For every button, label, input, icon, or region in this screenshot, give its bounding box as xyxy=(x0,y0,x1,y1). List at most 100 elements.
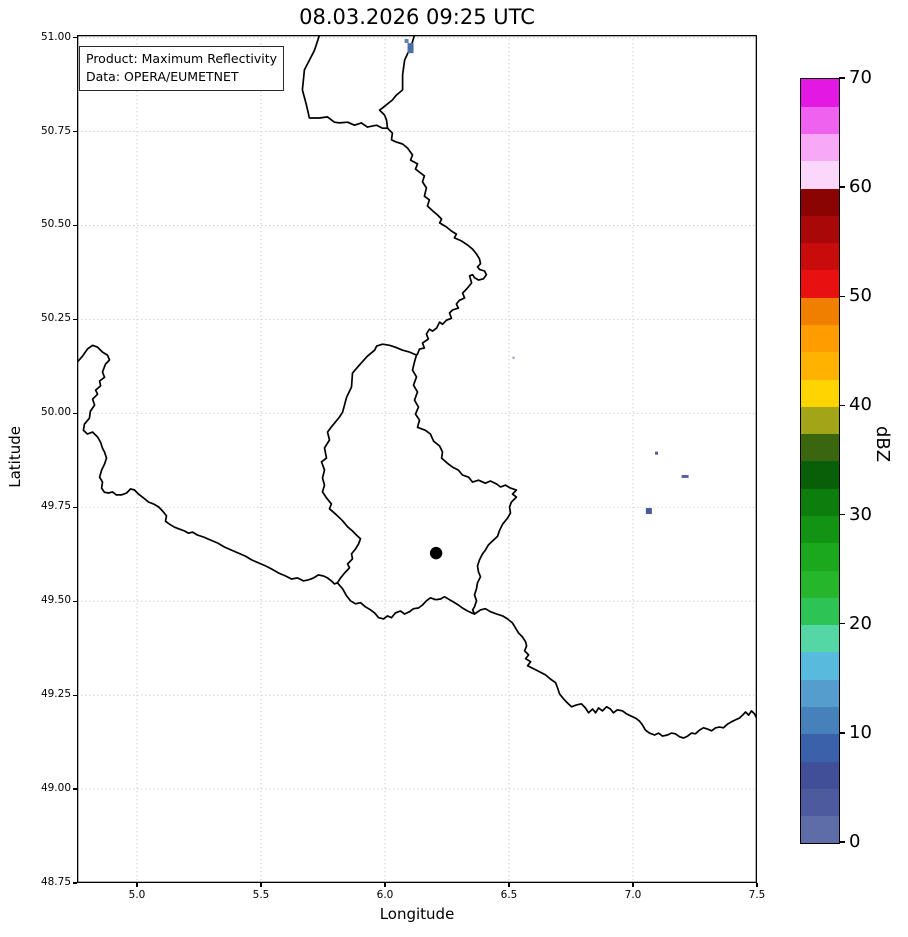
y-tick-mark xyxy=(73,412,77,414)
colorbar-tick-label: 70 xyxy=(849,67,872,88)
colorbar-band xyxy=(801,570,839,598)
country-border-belgium_germany xyxy=(386,127,488,356)
colorbar-band xyxy=(801,624,839,653)
colorbar-band xyxy=(801,542,839,571)
y-tick-label: 50.50 xyxy=(40,218,71,231)
colorbar-tick-mark xyxy=(839,77,845,79)
colorbar-band xyxy=(801,379,839,407)
y-tick-mark xyxy=(73,224,77,227)
radar-echo xyxy=(655,451,659,455)
x-tick-mark xyxy=(136,883,138,887)
y-tick-mark xyxy=(73,600,77,602)
radar-site-marker xyxy=(429,546,443,560)
colorbar-band xyxy=(801,788,839,817)
y-tick-mark xyxy=(73,506,77,508)
colorbar-tick-mark xyxy=(839,732,845,734)
colorbar-tick-label: 0 xyxy=(849,831,861,852)
country-border-netherlands_belgium xyxy=(301,34,389,130)
plot-spines xyxy=(76,34,758,884)
country-border-germany_luxembourg xyxy=(411,354,518,615)
country-border-france_germany xyxy=(473,607,758,739)
colorbar-tick-label: 50 xyxy=(849,285,872,307)
x-tick-label: 5.5 xyxy=(252,889,270,901)
colorbar-tick-mark xyxy=(839,841,845,843)
radar-echo xyxy=(407,43,414,54)
y-tick-label: 51.00 xyxy=(40,30,71,43)
y-tick-mark xyxy=(73,130,77,133)
colorbar-band xyxy=(801,79,839,107)
y-tick-label: 49.00 xyxy=(40,782,71,795)
colorbar-axis-label: dBZ xyxy=(872,426,893,463)
y-tick-mark xyxy=(73,788,77,790)
colorbar-band xyxy=(801,270,839,298)
y-tick-label: 50.75 xyxy=(40,124,71,137)
x-tick-label: 7.5 xyxy=(748,889,766,901)
data-source-line: Data: OPERA/EUMETNET xyxy=(86,69,239,85)
country-border-netherlands_germany xyxy=(378,34,416,130)
x-tick-label: 7.0 xyxy=(624,889,642,901)
colorbar-tick-mark xyxy=(839,186,845,188)
radar-echo xyxy=(404,39,409,44)
colorbar-band xyxy=(801,106,839,135)
y-axis-label: Latitude xyxy=(6,426,24,488)
country-border-belgium_luxembourg xyxy=(320,343,418,584)
x-tick-label: 5.0 xyxy=(128,889,146,901)
y-tick-mark xyxy=(73,882,77,884)
x-tick-mark xyxy=(384,883,386,887)
y-tick-mark xyxy=(73,694,77,696)
colorbar-band xyxy=(801,815,839,844)
colorbar-tick-label: 60 xyxy=(849,176,872,198)
plot-title: 08.03.2026 09:25 UTC xyxy=(299,5,535,29)
country-border-france_belgium xyxy=(75,344,339,585)
colorbar-band xyxy=(801,652,839,680)
y-tick-label: 50.00 xyxy=(40,406,71,419)
colorbar-tick-mark xyxy=(839,513,845,516)
x-tick-label: 6.0 xyxy=(376,889,394,901)
colorbar-band xyxy=(801,433,839,462)
y-tick-mark xyxy=(73,318,77,320)
radar-echo xyxy=(512,356,515,359)
y-tick-label: 49.50 xyxy=(40,594,71,607)
colorbar-tick-label: 10 xyxy=(849,721,872,743)
colorbar-band xyxy=(801,351,839,380)
colorbar-band xyxy=(801,215,839,244)
colorbar-band xyxy=(801,160,839,189)
colorbar-band xyxy=(801,324,839,353)
x-tick-mark xyxy=(756,883,758,887)
colorbar-tick-mark xyxy=(839,295,845,297)
x-axis-label: Longitude xyxy=(379,905,455,923)
product-info-box: Product: Maximum Reflectivity Data: OPER… xyxy=(79,46,285,92)
colorbar-band xyxy=(801,488,839,517)
radar-echo xyxy=(645,508,652,515)
colorbar-band xyxy=(801,188,839,216)
colorbar-band xyxy=(801,242,839,271)
colorbar-tick-label: 30 xyxy=(849,503,872,525)
map-plot-area xyxy=(75,34,758,884)
colorbar-band xyxy=(801,761,839,789)
colorbar-tick-mark xyxy=(839,623,845,625)
colorbar-band xyxy=(801,406,839,435)
colorbar-band xyxy=(801,133,839,162)
map-canvas xyxy=(75,34,758,884)
colorbar-tick-label: 20 xyxy=(849,612,872,634)
x-tick-mark xyxy=(632,883,634,887)
colorbar-tick-label: 40 xyxy=(849,394,872,416)
colorbar-band xyxy=(801,679,839,708)
product-info-line: Product: Maximum Reflectivity xyxy=(86,51,278,66)
y-tick-label: 50.25 xyxy=(40,312,71,325)
x-tick-mark xyxy=(508,883,510,887)
y-tick-label: 48.75 xyxy=(40,876,71,888)
colorbar xyxy=(800,78,840,844)
y-tick-label: 49.75 xyxy=(40,500,71,513)
x-tick-label: 6.5 xyxy=(500,889,518,901)
colorbar-band xyxy=(801,733,839,762)
country-border-france_luxembourg xyxy=(336,581,476,620)
colorbar-band xyxy=(801,515,839,544)
colorbar-tick-mark xyxy=(839,404,845,407)
colorbar-band xyxy=(801,297,839,326)
x-tick-mark xyxy=(260,883,262,887)
colorbar-band xyxy=(801,461,839,489)
y-tick-label: 49.25 xyxy=(40,688,71,701)
colorbar-band xyxy=(801,597,839,626)
